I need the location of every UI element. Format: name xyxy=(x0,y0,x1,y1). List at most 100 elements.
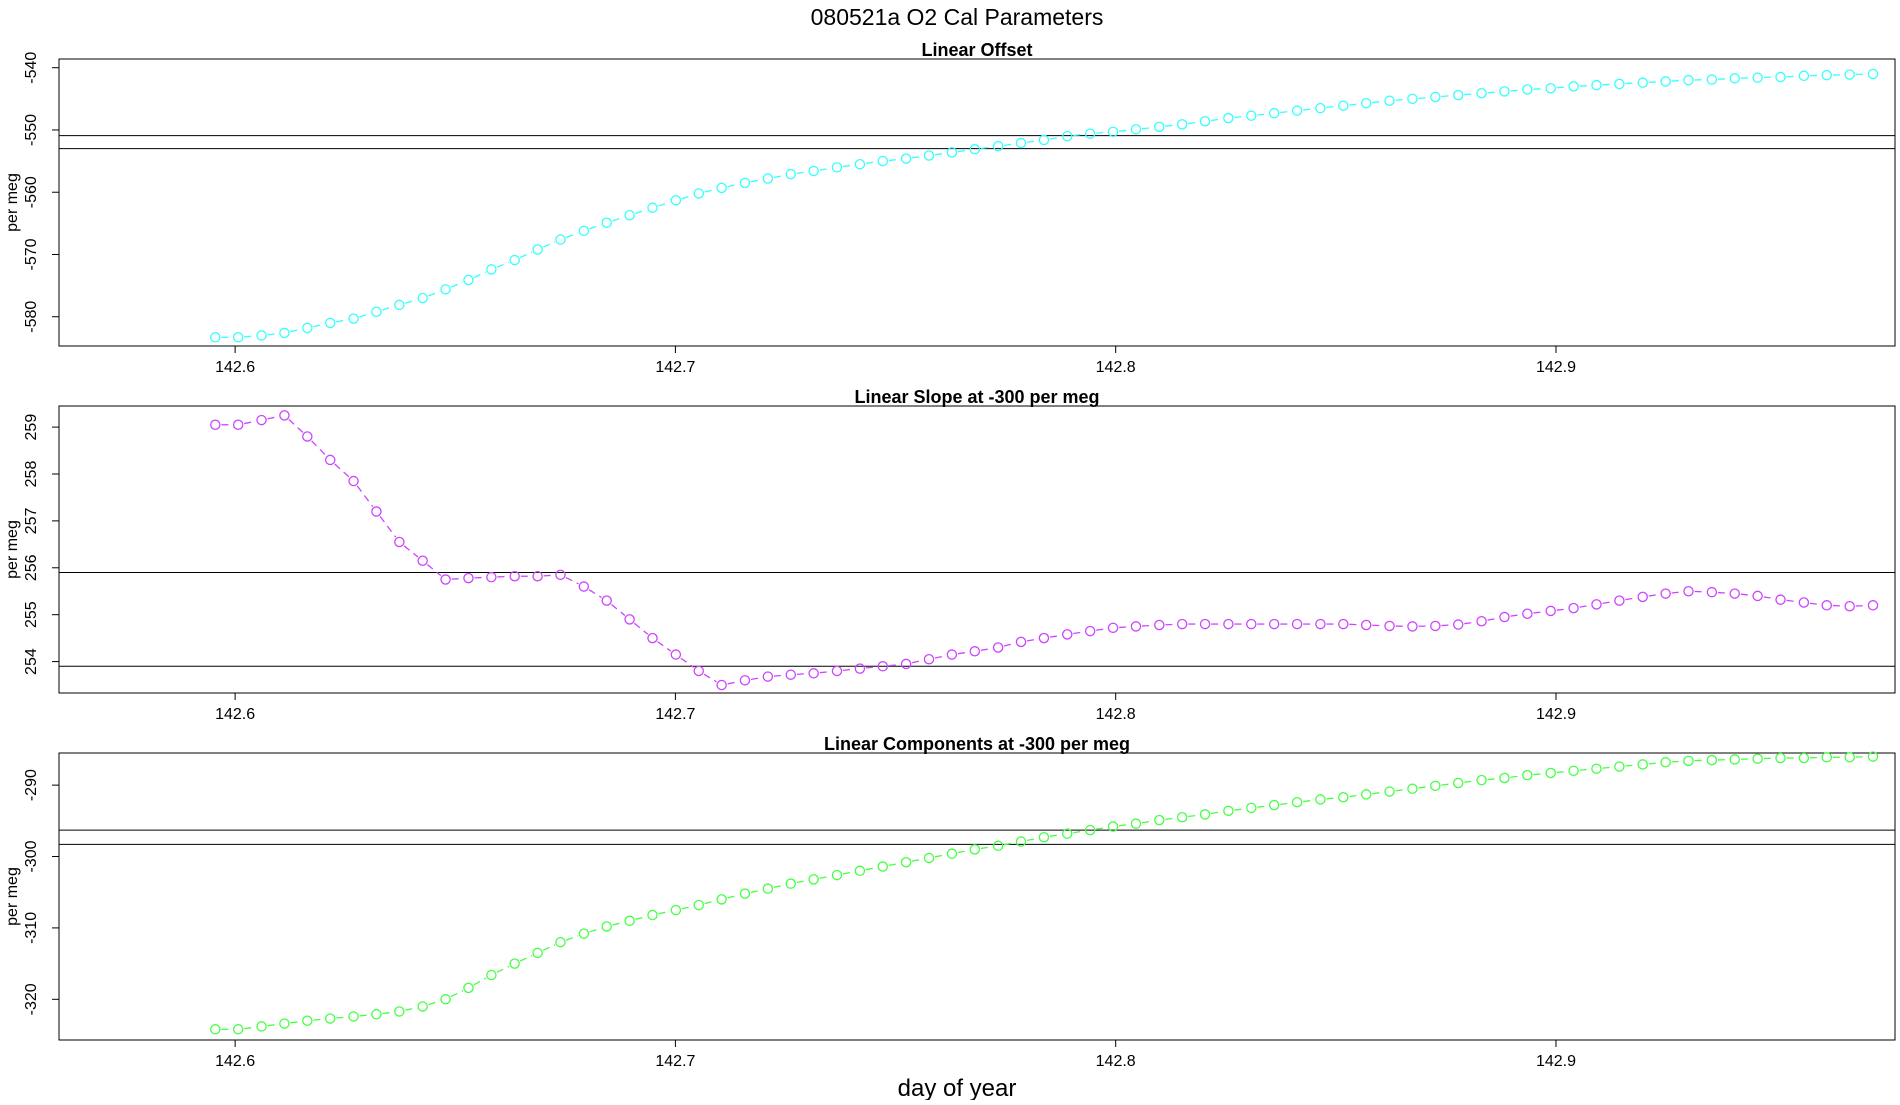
x-tick-label: 142.8 xyxy=(1096,706,1136,723)
series-line-segment xyxy=(1050,137,1061,139)
data-point xyxy=(947,148,956,157)
x-tick-label: 142.9 xyxy=(1536,1053,1576,1070)
series-line-segment xyxy=(935,855,946,857)
data-point xyxy=(924,853,933,862)
data-point xyxy=(878,862,887,871)
series-line-segment xyxy=(1257,806,1268,807)
data-point xyxy=(464,983,473,992)
y-tick-label: 255 xyxy=(23,601,40,628)
series-line-segment xyxy=(1557,609,1568,610)
series-line-segment xyxy=(1625,765,1636,766)
series-line-segment xyxy=(1349,104,1360,105)
data-point xyxy=(1408,622,1417,631)
series-line-segment xyxy=(452,578,463,579)
data-point xyxy=(1247,619,1256,628)
data-point xyxy=(1546,84,1555,93)
series-line-segment xyxy=(335,464,349,477)
series-line-segment xyxy=(682,906,693,908)
series-line-segment xyxy=(313,1019,324,1020)
data-point xyxy=(349,1012,358,1021)
data-point xyxy=(1039,634,1048,643)
data-point xyxy=(740,178,749,187)
series-line-segment xyxy=(1764,597,1775,599)
series-line-segment xyxy=(290,329,301,331)
series-line-segment xyxy=(1511,90,1522,91)
data-point xyxy=(556,938,565,947)
series-line-segment xyxy=(1234,809,1245,810)
data-point xyxy=(1592,600,1601,609)
series-line-segment xyxy=(1557,87,1568,88)
series-line-segment xyxy=(1672,761,1683,762)
series-line-segment xyxy=(1396,789,1407,790)
series-line-segment xyxy=(1396,99,1407,100)
series-line-segment xyxy=(981,648,992,650)
series-line-segment xyxy=(1142,821,1153,823)
series-line-segment xyxy=(405,300,417,303)
series-line-segment xyxy=(797,880,808,882)
series-line-segment xyxy=(1119,627,1130,628)
y-tick-label: -580 xyxy=(23,301,40,333)
data-point xyxy=(1131,622,1140,631)
data-point xyxy=(1477,617,1486,626)
series-line-segment xyxy=(728,682,739,684)
panel-title: Linear Components at -300 per meg xyxy=(824,734,1130,754)
data-point xyxy=(809,875,818,884)
data-point xyxy=(1776,595,1785,604)
series-line-segment xyxy=(590,928,601,932)
series-line-segment xyxy=(820,168,831,170)
series-line-segment xyxy=(383,1012,394,1013)
data-point xyxy=(533,948,542,957)
data-point xyxy=(1224,114,1233,123)
data-point xyxy=(1753,591,1762,600)
series-line-segment xyxy=(1142,128,1153,129)
series-line-segment xyxy=(1672,80,1683,81)
data-point xyxy=(1178,619,1187,628)
series-line-segment xyxy=(1557,771,1568,772)
series-line-segment xyxy=(958,652,969,654)
data-point xyxy=(1638,592,1647,601)
data-point xyxy=(1362,790,1371,799)
data-point xyxy=(763,174,772,183)
series-line-segment xyxy=(774,675,785,676)
x-tick-label: 142.7 xyxy=(655,359,695,376)
series-line-segment xyxy=(1257,114,1268,115)
series-line-segment xyxy=(1488,779,1499,780)
data-point xyxy=(602,218,611,227)
x-tick-label: 142.8 xyxy=(1096,359,1136,376)
data-point xyxy=(1224,806,1233,815)
data-point xyxy=(1270,619,1279,628)
data-point xyxy=(1431,621,1440,630)
series-line-segment xyxy=(889,665,900,666)
data-point xyxy=(280,328,289,337)
data-point xyxy=(1822,71,1831,80)
data-point xyxy=(855,866,864,875)
y-tick-label: 257 xyxy=(23,507,40,534)
data-point xyxy=(625,916,634,925)
data-point xyxy=(671,650,680,659)
data-point xyxy=(1155,816,1164,825)
data-point xyxy=(464,574,473,583)
data-point xyxy=(556,235,565,244)
data-point xyxy=(994,142,1003,151)
series-line-segment xyxy=(958,851,969,853)
data-point xyxy=(1615,596,1624,605)
data-point xyxy=(970,145,979,154)
series-line-segment xyxy=(544,575,555,576)
data-point xyxy=(625,615,634,624)
data-point xyxy=(1316,104,1325,113)
data-point xyxy=(1039,833,1048,842)
data-point xyxy=(1661,758,1670,767)
data-point xyxy=(257,415,266,424)
x-tick-label: 142.6 xyxy=(215,359,255,376)
data-point xyxy=(855,664,864,673)
series-line-segment xyxy=(1787,600,1798,601)
data-point xyxy=(1500,612,1509,621)
series-line-segment xyxy=(244,336,255,337)
series-line-segment xyxy=(704,674,717,682)
data-point xyxy=(441,995,450,1004)
data-point xyxy=(1615,762,1624,771)
data-point xyxy=(211,333,220,342)
data-point xyxy=(349,476,358,485)
data-point xyxy=(487,573,496,582)
